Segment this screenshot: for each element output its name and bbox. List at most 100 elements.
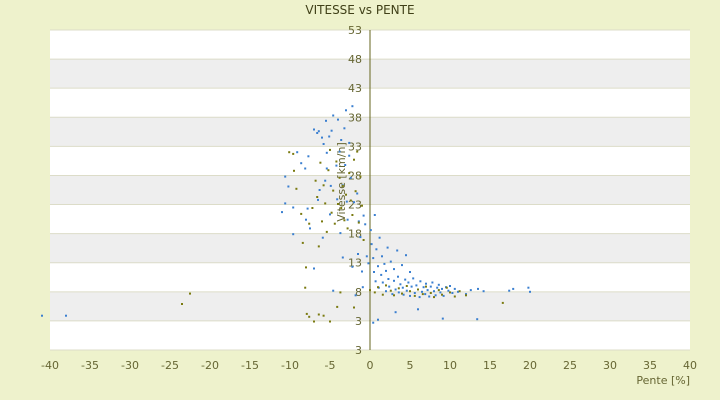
data-point [317,198,319,201]
data-point [409,290,411,293]
y-tick-label: 13 [348,257,362,270]
data-point [313,320,315,323]
data-point [417,308,419,311]
x-tick-label: -10 [281,359,299,372]
data-point [321,236,324,239]
data-point [317,313,320,316]
data-point [325,167,328,170]
data-point [370,243,373,246]
data-point [418,296,421,299]
data-point [357,220,360,223]
y-tick-label: 38 [348,111,362,124]
data-point [396,249,399,252]
data-point [424,293,427,296]
data-point [343,219,346,222]
data-point [301,241,304,244]
data-point [345,109,347,112]
data-point [65,314,67,317]
data-point [305,312,308,315]
y-tick-label: 43 [348,82,362,95]
data-point [394,288,397,291]
data-point [369,289,371,292]
x-tick-label: 15 [483,359,497,372]
data-point [412,277,415,280]
data-point [373,214,376,216]
data-point [306,207,309,210]
data-point [372,257,375,260]
data-point [394,311,397,314]
data-point [367,262,370,265]
data-point [378,236,381,239]
data-point [421,293,424,296]
data-point [413,292,416,294]
data-point [417,288,419,291]
data-point [397,291,400,294]
data-point [332,114,335,117]
data-point [359,175,362,178]
data-point [377,286,379,289]
data-point [356,150,359,153]
x-ticks: -40 -35 -30 -25 -20 -15 -10 -5 0 5 10 15 20 25 30 35 40 [41,359,697,372]
data-point [349,199,352,202]
data-point [345,193,347,196]
data-point [329,148,331,151]
data-point [307,155,310,158]
data-point [336,198,339,201]
x-tick-label: -30 [121,359,139,372]
data-point [429,285,432,288]
data-point [381,293,384,296]
data-point [385,290,387,293]
data-point [293,169,295,172]
x-tick-label: 20 [523,359,537,372]
data-point [346,227,349,230]
data-point [338,150,341,153]
y-tick-label: 18 [348,228,362,241]
data-point [477,287,479,290]
data-point [354,190,357,193]
data-point [402,293,405,296]
data-point [356,192,359,195]
data-point [375,248,378,251]
data-point [292,206,295,209]
data-point [319,161,322,164]
x-tick-label: 5 [407,359,414,372]
data-point [341,256,344,259]
data-point [436,286,439,289]
data-point [330,211,333,214]
data-point [351,105,354,108]
data-point [445,286,448,289]
data-point [397,287,400,290]
data-point [343,127,346,130]
data-point [340,139,343,141]
data-point [41,314,43,317]
data-point [465,293,467,296]
data-point [425,285,427,288]
x-tick-label: -35 [81,359,99,372]
data-point [362,239,365,241]
data-point [404,278,407,281]
data-point [419,280,422,283]
data-point [288,151,291,154]
data-point [453,287,456,290]
data-point [295,187,298,190]
data-point [383,262,386,265]
data-point [401,286,404,289]
data-point [300,212,303,215]
data-point [328,135,331,138]
data-point [393,294,395,297]
data-point [313,128,315,131]
data-point [321,136,323,139]
y-axis-label: Vitesse [km/h] [335,142,348,222]
data-point [374,280,377,283]
data-point [433,290,435,293]
y-tick-label: 8 [355,286,362,299]
data-point [305,266,307,269]
x-tick-label: -5 [325,359,336,372]
data-point [304,167,307,170]
data-point [386,246,389,249]
data-point [385,284,387,287]
data-point [381,255,383,258]
data-point [357,221,360,224]
data-point [407,281,410,284]
